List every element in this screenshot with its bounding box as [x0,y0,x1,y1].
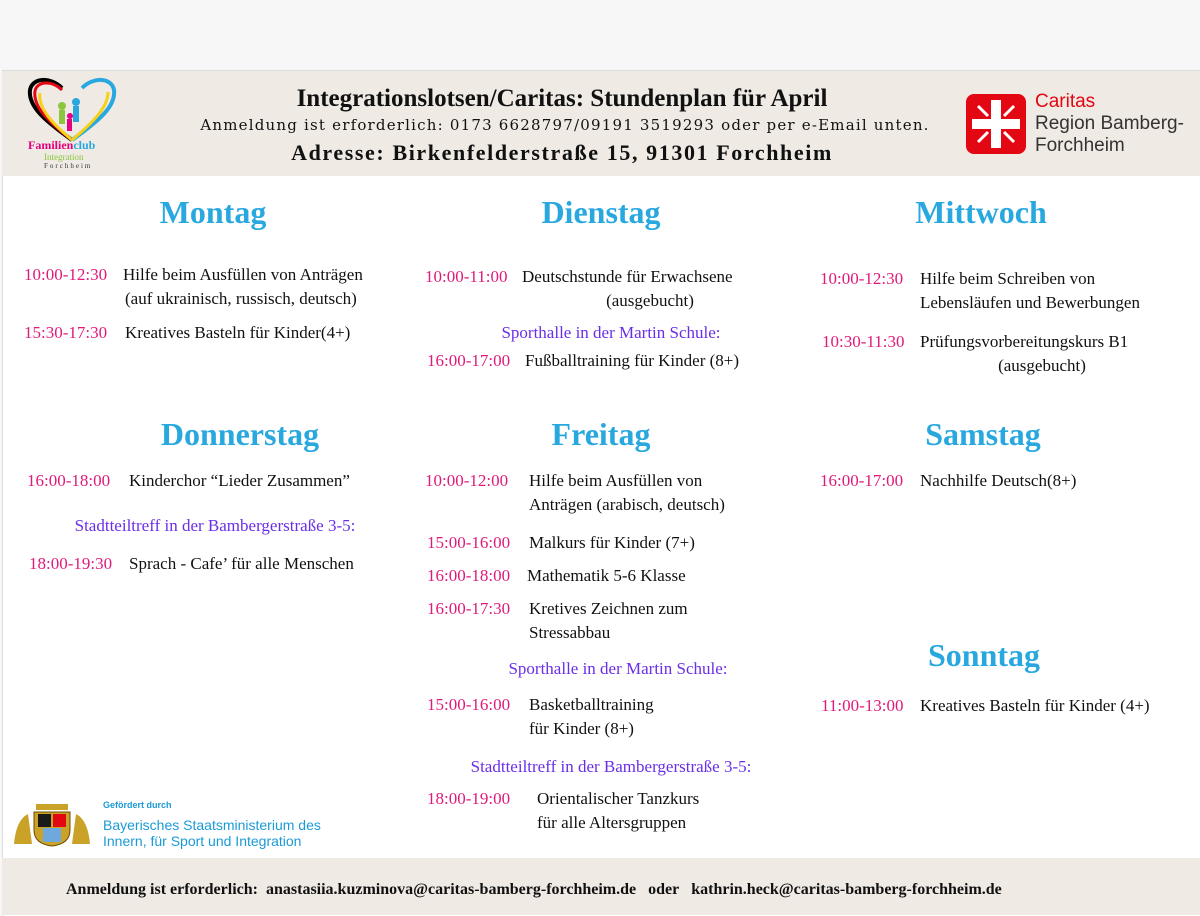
activity: Mathematik 5-6 Klasse [527,566,686,585]
schedule-page [2,70,1200,916]
sponsor-name-line2: Innern, für Sport und Integration [103,833,302,849]
logo-text-club: club [73,138,96,152]
activity-detail: (ausgebucht) [606,291,694,310]
activity: Deutschstunde für Erwachsene [522,267,733,286]
activity-detail: für alle Altersgruppen [537,813,687,832]
activity-detail: Anträgen (arabisch, deutsch) [529,495,725,514]
day-heading-samstag: Samstag [925,416,1041,452]
location-note: Stadtteiltreff in der Bambergerstraße 3-… [470,757,752,776]
time: 10:00-12:30 [820,269,904,288]
caritas-region: Region Bamberg- [1035,113,1184,134]
caritas-name: Caritas [1035,91,1096,112]
sponsor-label: Gefördert durch [103,800,172,810]
activity: Fußballtraining für Kinder (8+) [525,351,740,370]
footer-contact: Anmeldung ist erforderlich: anastasiia.k… [66,881,1002,899]
activity-detail: Lebensläufen und Bewerbungen [920,293,1140,312]
time: 10:00-12:00 [425,471,509,490]
activity: Hilfe beim Schreiben von [920,269,1096,288]
footer-or: oder [648,881,680,898]
day-heading-montag: Montag [159,194,267,230]
day-heading-dienstag: Dienstag [541,194,661,230]
time: 18:00-19:00 [427,789,511,808]
location-note: Sporthalle in der Martin Schule: [501,323,721,342]
activity: Prüfungsvorbereitungskurs B1 [920,332,1129,351]
day-heading-mittwoch: Mittwoch [915,194,1047,230]
activity: Kretives Zeichnen zum [529,599,688,618]
heart-icon [27,78,117,142]
caritas-city: Forchheim [1035,135,1125,156]
page-title: Integrationslotsen/Caritas: Stundenplan … [296,85,828,112]
activity: Kinderchor “Lieder Zusammen” [129,471,350,490]
time: 16:00-18:00 [427,566,511,585]
logo-text-familien: Familien [28,138,74,152]
activity: Hilfe beim Ausfüllen von [529,471,703,490]
day-heading-freitag: Freitag [551,416,651,452]
caritas-cross-icon [966,94,1026,154]
familienclub-logo: Familienclub Integration Forchheim [24,76,120,172]
time: 16:00-17:30 [427,599,511,618]
sponsor-name-line1: Bayerisches Staatsministerium des [103,817,321,833]
activity: Malkurs für Kinder (7+) [529,533,695,552]
time: 10:00-11:00 [425,267,508,286]
location-note: Sporthalle in der Martin Schule: [508,659,728,678]
activity: Kreatives Basteln für Kinder(4+) [125,323,351,342]
time: 16:00-17:00 [820,471,904,490]
activity-detail: Stressabbau [529,623,611,642]
footer-band [2,858,1200,915]
address: Adresse: Birkenfelderstraße 15, 91301 Fo… [291,140,833,165]
time: 16:00-18:00 [27,471,111,490]
activity: Basketballtraining [529,695,654,714]
activity: Nachhilfe Deutsch(8+) [920,471,1077,490]
email-link-1[interactable]: anastasiia.kuzminova@caritas-bamberg-for… [265,881,637,898]
registration-info: Anmeldung ist erforderlich: 0173 6628797… [200,116,930,134]
time: 11:00-13:00 [821,696,904,715]
activity: Orientalischer Tanzkurs [537,789,700,808]
time: 10:30-11:30 [822,332,905,351]
activity-detail: für Kinder (8+) [529,719,634,738]
activity: Hilfe beim Ausfüllen von Anträgen [123,265,363,284]
email-link-2[interactable]: kathrin.heck@caritas-bamberg-forchheim.d… [691,881,1002,898]
time: 18:00-19:30 [29,554,113,573]
activity: Sprach - Cafe’ für alle Menschen [129,554,354,573]
day-heading-donnerstag: Donnerstag [160,416,320,452]
time: 15:30-17:30 [24,323,108,342]
logo-text-forchheim: Forchheim [44,162,93,170]
time: 15:00-16:00 [427,533,511,552]
logo-text-integration: Integration [44,152,84,162]
time: 16:00-17:00 [427,351,511,370]
bavarian-coat-of-arms-icon [14,804,90,847]
activity: Kreatives Basteln für Kinder (4+) [920,696,1150,715]
time: 15:00-16:00 [427,695,511,714]
activity-detail: (ausgebucht) [998,356,1086,375]
time: 10:00-12:30 [24,265,108,284]
location-note: Stadtteiltreff in der Bambergerstraße 3-… [74,516,356,535]
footer-prefix: Anmeldung ist erforderlich: [66,881,258,898]
activity-detail: (auf ukrainisch, russisch, deutsch) [125,289,357,308]
day-heading-sonntag: Sonntag [927,637,1041,673]
